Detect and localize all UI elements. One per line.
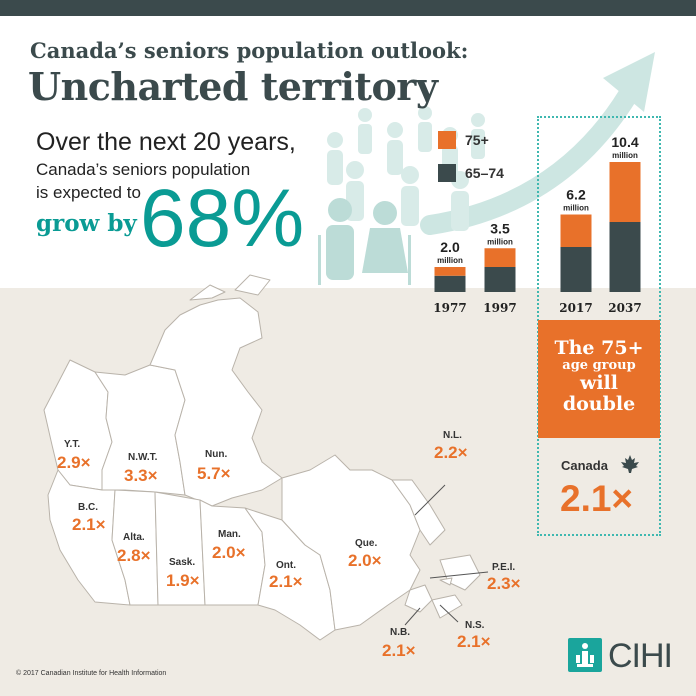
bar-total-label: 6.2 [566, 187, 586, 203]
callout-text: The 75+ age group will double [538, 338, 660, 415]
province-value-nb: 2.1× [382, 641, 416, 660]
bar-unit-label: million [487, 237, 513, 246]
province-value-bc: 2.1× [72, 515, 106, 534]
cihi-logo-mark [568, 638, 602, 672]
bar-1997-65-74 [484, 267, 516, 292]
province-name-ns: N.S. [465, 620, 485, 631]
cihi-logo-text: CIHI [608, 637, 673, 675]
bar-2017-75plus [560, 214, 592, 247]
province-value-yt: 2.9× [57, 453, 91, 472]
callout-line-4: double [562, 393, 636, 416]
province-name-alta: Alta. [123, 532, 145, 543]
province-value-sask: 1.9× [166, 571, 200, 590]
legend-label-65-74: 65–74 [465, 165, 504, 181]
map-region-quebec [281, 454, 421, 631]
map-region-new-brunswick [404, 584, 433, 613]
cihi-logo-icon [576, 643, 594, 667]
bar-total-label: 3.5 [490, 220, 510, 236]
bar-unit-label: million [437, 256, 463, 265]
canada-value: 2.1× [560, 478, 634, 519]
canada-label: Canada [561, 458, 608, 473]
province-value-alta: 2.8× [117, 546, 151, 565]
bar-2037-65-74 [609, 222, 641, 292]
page-title: Uncharted territory [28, 64, 438, 109]
province-name-nl: N.L. [443, 430, 462, 441]
callout-line-1: The 75+ [554, 337, 644, 359]
province-value-nun: 5.7× [197, 464, 231, 483]
top-bar [0, 0, 696, 16]
province-name-sask: Sask. [169, 557, 196, 568]
page-subtitle: Canada’s seniors population outlook: [30, 38, 469, 63]
map-region-newfoundland-labrador [391, 479, 481, 591]
map-region-nova-scotia [431, 594, 463, 619]
callout-line-2: age group [562, 357, 636, 373]
copyright-text: © 2017 Canadian Institute for Health Inf… [16, 670, 167, 677]
x-tick-label: 2017 [559, 301, 592, 315]
bar-total-label: 10.4 [611, 134, 638, 150]
province-value-ont: 2.1× [269, 572, 303, 591]
bar-unit-label: million [612, 151, 638, 160]
intro-line-1: Over the next 20 years, [36, 128, 296, 156]
legend-swatch-75plus [438, 131, 456, 149]
bar-2017-65-74 [560, 247, 592, 292]
legend-label-75plus: 75+ [465, 132, 489, 148]
bar-1997-75plus [484, 248, 516, 267]
growth-percentage: 68% [140, 173, 305, 264]
province-value-ns: 2.1× [457, 632, 491, 651]
bar-unit-label: million [563, 204, 589, 213]
province-name-que: Que. [355, 538, 378, 549]
province-name-nun: Nun. [205, 449, 228, 460]
province-name-nb: N.B. [390, 627, 410, 638]
province-name-pei: P.E.I. [492, 562, 516, 573]
maple-leaf-icon [621, 455, 639, 473]
province-name-ont: Ont. [276, 560, 296, 571]
province-value-pei: 2.3× [487, 574, 521, 593]
intro-line-2: Canada’s seniors population [36, 160, 251, 179]
x-tick-label: 2037 [608, 301, 641, 315]
province-value-nwt: 3.3× [124, 466, 158, 485]
bar-1977-65-74 [434, 275, 466, 292]
province-value-que: 2.0× [348, 551, 382, 570]
bar-2037-75plus [609, 162, 641, 222]
province-name-bc: B.C. [78, 502, 98, 513]
province-name-man: Man. [218, 529, 241, 540]
province-value-nl: 2.2× [434, 443, 468, 462]
x-tick-label: 1997 [483, 301, 516, 315]
province-name-nwt: N.W.T. [128, 452, 158, 463]
map-region-nunavut [149, 274, 283, 507]
intro-line-3: is expected to [36, 183, 141, 202]
legend-swatch-65-74 [438, 164, 456, 182]
bar-total-label: 2.0 [440, 239, 460, 255]
x-tick-label: 1977 [433, 301, 466, 315]
map-region-pei [439, 577, 453, 586]
bar-1977-75plus [434, 267, 466, 276]
intro-line-4: grow by [36, 210, 137, 237]
callout-box [538, 320, 660, 438]
province-value-man: 2.0× [212, 543, 246, 562]
callout-line-3: will [579, 372, 618, 395]
province-name-yt: Y.T. [64, 439, 81, 450]
